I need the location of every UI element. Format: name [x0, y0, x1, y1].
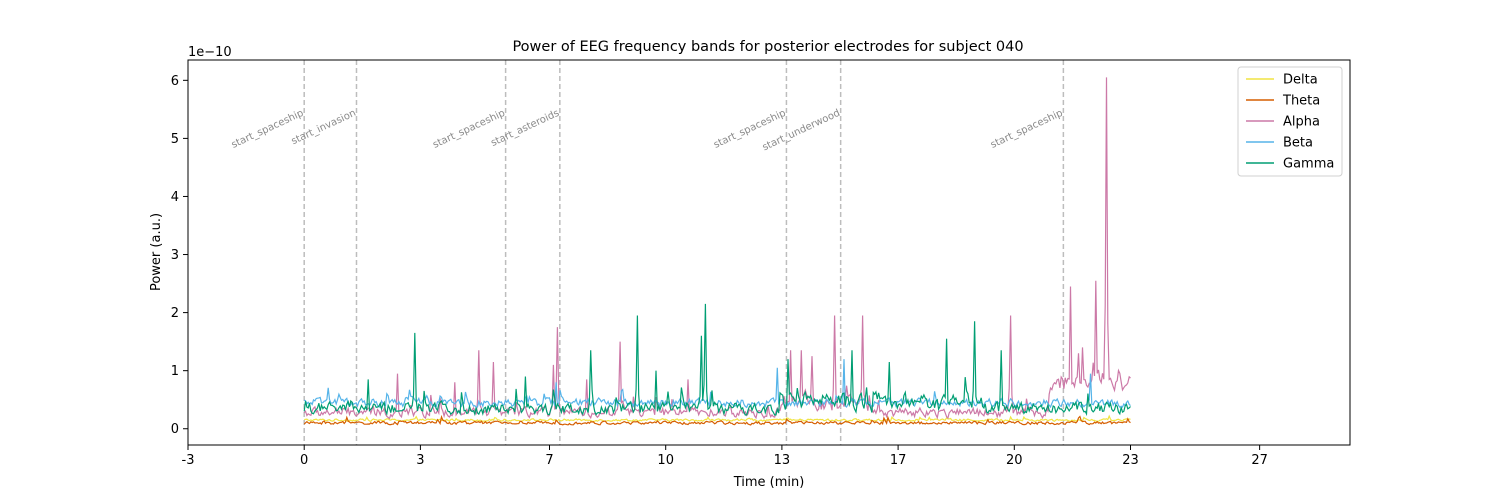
y-axis-ticks: 0 1 2 3 4 5 6: [171, 74, 188, 437]
y-tick-label: 3: [171, 248, 179, 263]
legend-label-gamma: Gamma: [1283, 157, 1334, 172]
x-tick-label: 23: [1122, 453, 1139, 468]
y-tick-label: 0: [171, 422, 179, 437]
x-tick-label: 7: [545, 453, 553, 468]
x-tick-label: 20: [1006, 453, 1023, 468]
x-axis-label: Time (min): [733, 475, 805, 490]
plot-area-frame: [187, 59, 1351, 446]
y-tick-label: 4: [171, 190, 179, 205]
y-tick-label: 5: [171, 132, 179, 147]
x-tick-label: 13: [774, 453, 791, 468]
x-tick-label: -3: [182, 453, 195, 468]
series-line-delta: [304, 414, 1131, 423]
legend: Delta Theta Alpha Beta Gamma: [1237, 66, 1343, 177]
x-tick-label: 10: [657, 453, 674, 468]
y-axis-label: Power (a.u.): [149, 213, 164, 291]
y-tick-label: 2: [171, 306, 179, 321]
y-scale-label: 1e−10: [188, 45, 232, 60]
legend-label-beta: Beta: [1283, 136, 1313, 151]
legend-label-alpha: Alpha: [1283, 115, 1320, 130]
y-tick-label: 1: [171, 364, 179, 379]
x-tick-label: 0: [300, 453, 308, 468]
x-tick-label: 27: [1251, 453, 1268, 468]
series-line-theta: [303, 414, 1131, 426]
x-tick-label: 3: [416, 453, 424, 468]
legend-box: [1237, 66, 1343, 177]
x-axis-ticks: -3 0 3 7 10 13 17 20 23 27: [182, 445, 1268, 468]
series-lines: [303, 77, 1131, 426]
legend-label-delta: Delta: [1283, 73, 1318, 88]
y-tick-label: 6: [171, 74, 179, 89]
series-line-alpha: [303, 77, 1131, 420]
x-tick-label: 17: [890, 453, 907, 468]
legend-label-theta: Theta: [1282, 94, 1320, 109]
chart-title: Power of EEG frequency bands for posteri…: [512, 39, 1023, 55]
series-line-gamma: [303, 303, 1131, 417]
